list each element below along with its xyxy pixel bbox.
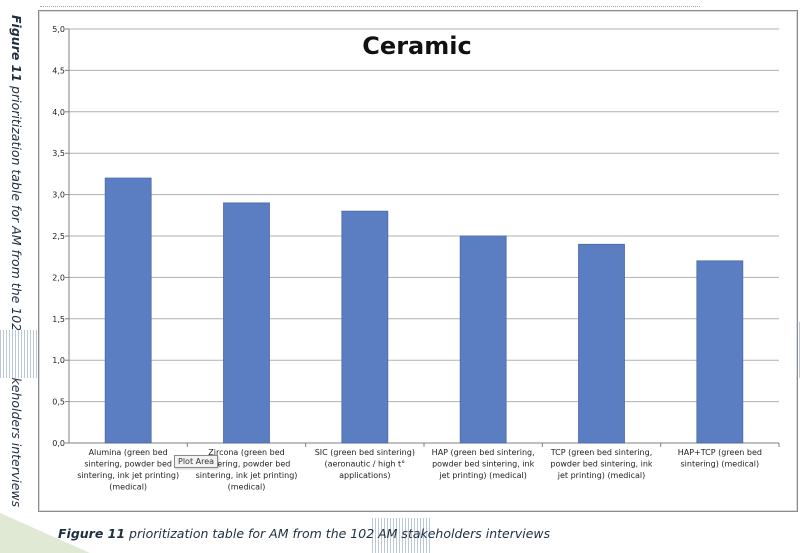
chart-area[interactable]: 0,0 0,5 1,0 1,5 2,0 2,5 3,0 3,5 4,0 4,5 5,0 Ceramic… bbox=[38, 10, 798, 512]
x-tick-label: sintering) (medical) bbox=[681, 460, 760, 469]
y-tick-label: 4,5 bbox=[52, 66, 65, 75]
y-tick-label: 1,0 bbox=[52, 356, 65, 365]
y-tick-label: 3,0 bbox=[52, 191, 65, 200]
bar bbox=[341, 210, 389, 444]
x-tick-label: sintering, ink jet printing) bbox=[196, 471, 298, 480]
x-tick-label: applications) bbox=[339, 471, 390, 480]
bar bbox=[696, 260, 744, 444]
x-tick-label: SIC (green bed sintering) bbox=[315, 448, 415, 457]
figure-caption-text: prioritization table for AM from the 102… bbox=[129, 526, 551, 541]
bar bbox=[578, 243, 625, 444]
plot-area-tooltip: Plot Area bbox=[174, 455, 219, 468]
x-tick-label: jet printing) (medical) bbox=[557, 471, 645, 480]
corner-decoration bbox=[0, 513, 90, 553]
x-tick-label: sintering, ink jet printing) bbox=[77, 471, 179, 480]
x-tick-label: sintering, powder bed bbox=[203, 460, 291, 469]
figure-caption-label: Figure 11 bbox=[58, 526, 126, 541]
y-tick-label: 5,0 bbox=[52, 25, 65, 34]
left-margin: Figure 11 prioritization table for AM fr… bbox=[0, 0, 38, 553]
bar bbox=[223, 202, 270, 444]
y-tick-label: 4,0 bbox=[52, 108, 65, 117]
figure-caption: Figure 11 prioritization table for AM fr… bbox=[58, 526, 550, 541]
vertical-caption: Figure 11 prioritization table for AM fr… bbox=[2, 15, 26, 507]
x-tick-label: (medical) bbox=[228, 483, 266, 492]
ceramic-bar-chart: 0,0 0,5 1,0 1,5 2,0 2,5 3,0 3,5 4,0 4,5 5,0 Ceramic… bbox=[52, 25, 780, 492]
vertical-caption-label: Figure 11 bbox=[9, 15, 24, 83]
x-tick-label: jet printing) (medical) bbox=[438, 471, 526, 480]
x-tick-label: HAP+TCP (green bed bbox=[678, 448, 762, 457]
x-tick-label: (medical) bbox=[109, 483, 147, 492]
chart-title: Ceramic bbox=[362, 32, 471, 60]
x-tick-label: TCP (green bed sintering, bbox=[550, 448, 652, 457]
vertical-caption-text: prioritization table for AM from the 102… bbox=[9, 86, 24, 508]
y-tick-label: 0,0 bbox=[52, 439, 65, 448]
left-hatch bbox=[0, 330, 38, 378]
y-tick-label: 1,5 bbox=[52, 315, 65, 324]
bottom-hatch bbox=[372, 518, 432, 553]
x-tick-label: Zircona (green bed bbox=[208, 448, 284, 457]
x-tick-label: powder bed sintering, ink bbox=[432, 460, 535, 469]
x-tick-label: HAP (green bed sintering, bbox=[432, 448, 535, 457]
y-tick-label: 0,5 bbox=[52, 398, 65, 407]
y-tick-label: 3,5 bbox=[52, 149, 65, 158]
x-tick-label: Alumina (green bed bbox=[89, 448, 168, 457]
bar bbox=[104, 177, 152, 444]
top-ruler bbox=[40, 0, 700, 7]
x-tick-label: powder bed sintering, ink bbox=[550, 460, 653, 469]
y-tick-label: 2,0 bbox=[52, 273, 65, 282]
x-tick-label: sintering, powder bed bbox=[84, 460, 172, 469]
x-tick-label: (aeronautic / high t° bbox=[325, 460, 406, 469]
bar bbox=[459, 235, 507, 444]
y-tick-label: 2,5 bbox=[52, 232, 65, 241]
